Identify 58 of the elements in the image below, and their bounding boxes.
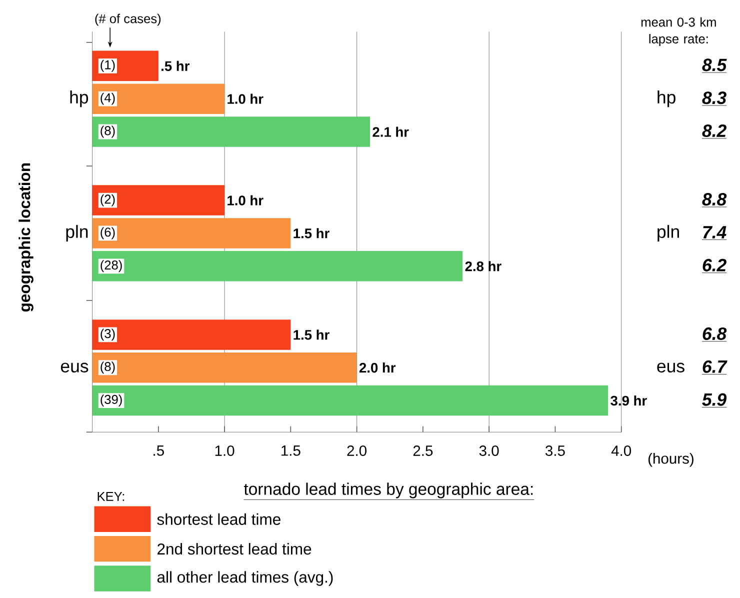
- legend-label: all other lead times (avg.): [157, 571, 333, 586]
- text: 8.8: [702, 192, 727, 206]
- y-tick-label: hp: [70, 90, 88, 107]
- category-label: pln: [658, 224, 679, 242]
- text: 6.7: [702, 360, 728, 373]
- data-label: 2.1 hr: [372, 126, 409, 137]
- x-tick-label: 4.0: [611, 445, 632, 456]
- data-label: 1.5 hr: [294, 330, 330, 340]
- bar: [92, 84, 225, 114]
- text: (# of cases): [95, 14, 161, 26]
- text: 8.5: [702, 58, 727, 72]
- annotation: (8): [100, 362, 115, 374]
- annotation: (28): [100, 260, 122, 272]
- data-label: 3.9 hr: [610, 395, 647, 406]
- text: tornado lead times by geographic area:: [244, 482, 533, 498]
- annotation: (8): [100, 126, 115, 138]
- legend-label: shortest lead time: [157, 513, 280, 525]
- x-tick-label: 2.5: [413, 445, 433, 456]
- legend-title: KEY:: [98, 492, 124, 501]
- annotation: (3): [100, 328, 115, 341]
- category-label: hp: [658, 90, 676, 107]
- text: mean 0-3 km lapse rate:: [641, 17, 716, 46]
- annotation: (4): [100, 92, 115, 105]
- bar: [92, 352, 357, 383]
- annotation: (39): [100, 394, 122, 406]
- data-label: 2.0 hr: [359, 362, 396, 373]
- bar: [92, 185, 225, 216]
- text: 6.8: [702, 327, 727, 340]
- legend-label: 2nd shortest lead time: [158, 542, 312, 554]
- data-label: 1.5 hr: [294, 228, 330, 238]
- data-label: 1.0 hr: [228, 94, 264, 104]
- x-axis-title: (hours): [648, 452, 694, 467]
- bar: [92, 218, 291, 248]
- bar: [92, 385, 608, 416]
- y-tick-label: eus: [60, 362, 88, 372]
- x-tick-label: 1.0: [215, 445, 234, 456]
- x-tick-label: 3.0: [479, 445, 499, 456]
- annotation: (1): [100, 60, 115, 72]
- x-tick-label: 3.5: [545, 445, 565, 456]
- data-label: 1.0 hr: [228, 195, 264, 206]
- text: 5.9: [702, 393, 727, 406]
- annotation: (2): [100, 194, 115, 206]
- text: 8.2: [702, 124, 726, 137]
- x-tick-label: .5: [154, 445, 164, 456]
- x-tick-label: 2.0: [347, 445, 366, 456]
- bar: [92, 250, 463, 282]
- data-label: 2.8 hr: [465, 260, 502, 272]
- bar: [92, 319, 291, 350]
- category-label: eus: [657, 362, 684, 372]
- text: 6.2: [702, 258, 726, 272]
- annotation: (6): [100, 227, 115, 240]
- bar: [92, 116, 370, 147]
- text: 8.3: [702, 91, 726, 104]
- data-label: .5 hr: [162, 60, 190, 71]
- y-tick-label: pln: [66, 224, 88, 242]
- text: 7.4: [703, 226, 726, 238]
- x-tick-label: 1.5: [282, 445, 300, 456]
- y-axis-title: geographic location: [18, 163, 34, 312]
